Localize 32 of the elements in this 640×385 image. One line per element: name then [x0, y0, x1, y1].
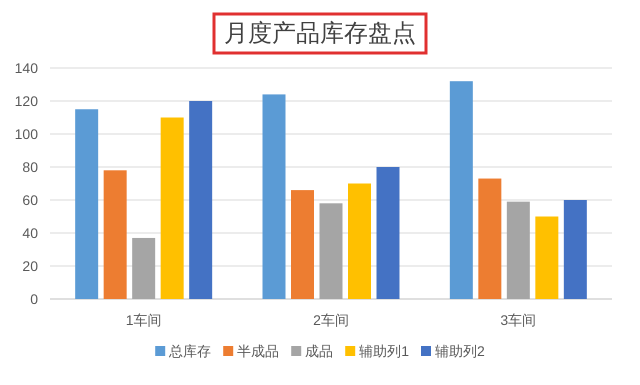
y-tick-label: 120	[14, 93, 38, 109]
bar	[506, 202, 530, 299]
legend-label: 辅助列1	[359, 343, 410, 359]
bar	[320, 203, 342, 299]
bar	[376, 167, 400, 299]
x-tick-label: 3车间	[500, 312, 536, 328]
bar	[348, 184, 371, 299]
bar	[132, 238, 156, 299]
y-tick-label: 20	[22, 258, 38, 274]
bar	[262, 94, 286, 299]
bar	[535, 216, 558, 299]
bar	[104, 170, 127, 299]
y-tick-label: 0	[30, 291, 38, 307]
bar	[189, 101, 212, 299]
x-tick-label: 2车间	[313, 312, 349, 328]
y-tick-label: 140	[14, 60, 38, 76]
chart-title: 月度产品库存盘点	[224, 20, 416, 47]
bar	[291, 190, 314, 299]
bar	[478, 178, 502, 299]
bar	[564, 200, 587, 299]
y-tick-label: 40	[22, 225, 38, 241]
y-tick-label: 60	[22, 192, 38, 208]
legend-label: 半成品	[237, 343, 280, 359]
bar	[450, 81, 473, 299]
legend-label: 总库存	[168, 343, 212, 359]
legend-label: 辅助列2	[435, 343, 485, 359]
y-tick-label: 80	[22, 159, 38, 175]
bar	[75, 109, 98, 299]
x-tick-label: 1车间	[126, 312, 162, 328]
bar	[160, 118, 184, 299]
legend-label: 成品	[305, 343, 334, 359]
y-tick-label: 100	[14, 126, 38, 142]
